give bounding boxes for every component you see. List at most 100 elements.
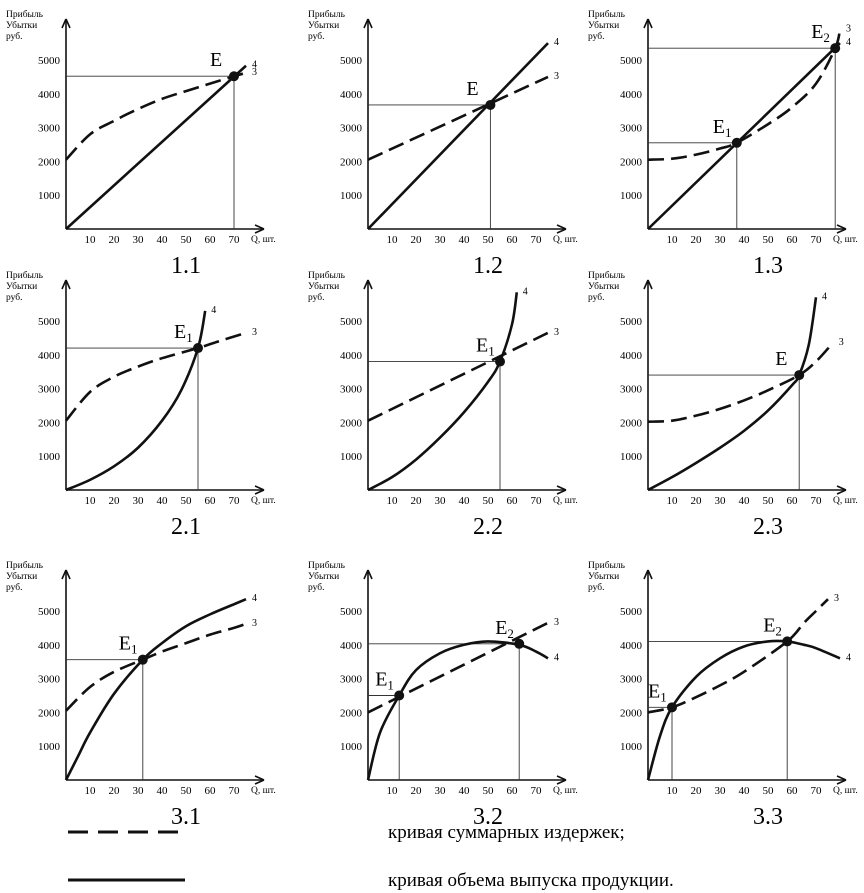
equilibrium-point	[193, 343, 203, 354]
y-axis-label: Убытки	[308, 20, 339, 31]
y-axis-label: руб.	[308, 31, 324, 42]
x-tick-label: 40	[459, 495, 471, 507]
curve-label: 4	[252, 60, 257, 71]
x-tick-label: 50	[763, 785, 775, 797]
y-axis-label: руб.	[588, 292, 604, 303]
curve-label: 3	[554, 617, 559, 628]
y-tick-label: 4000	[340, 89, 363, 101]
equilibrium-label: E1	[648, 680, 667, 704]
y-axis-label: Убытки	[6, 20, 37, 31]
chart-number: 1.1	[171, 253, 201, 279]
x-axis-arrow	[556, 485, 567, 495]
equilibrium-label: E2	[763, 614, 782, 638]
y-axis-arrow	[61, 279, 71, 290]
equilibrium-point	[667, 702, 677, 713]
y-tick-label: 3000	[38, 123, 61, 135]
y-axis-label: руб.	[6, 292, 22, 303]
equilibrium-point	[394, 690, 405, 701]
x-tick-label: 50	[763, 234, 775, 246]
x-tick-label: 50	[763, 495, 775, 507]
y-tick-label: 2000	[340, 156, 363, 168]
equilibrium-point	[137, 654, 148, 665]
x-tick-label: 30	[715, 234, 727, 246]
y-tick-label: 2000	[38, 707, 61, 719]
total-cost-curve	[647, 342, 834, 424]
equilibrium-label: E	[466, 78, 478, 100]
y-axis-label: Прибыль	[588, 560, 626, 571]
x-tick-label: 70	[531, 234, 543, 246]
y-tick-label: 3000	[620, 123, 643, 135]
equilibrium-point	[794, 370, 805, 381]
x-tick-label: 60	[507, 234, 519, 246]
y-axis-label: Убытки	[308, 571, 339, 582]
total-cost-curve	[65, 622, 247, 712]
total-cost-curve	[647, 29, 842, 162]
y-tick-label: 2000	[620, 417, 643, 429]
x-tick-label: 20	[411, 495, 423, 507]
y-tick-label: 5000	[620, 606, 643, 618]
equilibrium-label: E	[210, 49, 222, 71]
equilibrium-point	[830, 43, 841, 54]
x-axis-arrow	[254, 224, 265, 234]
x-tick-label: 30	[133, 785, 145, 797]
output-curve	[65, 64, 247, 230]
x-tick-label: 60	[787, 234, 799, 246]
y-tick-label: 1000	[620, 190, 643, 202]
x-tick-label: 50	[483, 495, 495, 507]
x-tick-label: 70	[811, 785, 823, 797]
equilibrium-label: E1	[119, 633, 138, 657]
total-cost-curve	[367, 75, 549, 161]
total-cost-curve	[647, 598, 829, 714]
x-tick-label: 60	[507, 785, 519, 797]
curve-label: 3	[252, 327, 257, 338]
equilibrium-point	[782, 636, 793, 647]
y-tick-label: 1000	[38, 190, 61, 202]
x-tick-label: 60	[205, 785, 217, 797]
y-axis-label: руб.	[308, 292, 324, 303]
x-tick-label: 60	[205, 234, 217, 246]
x-axis-label: Q, шт.	[251, 786, 276, 796]
x-tick-label: 10	[387, 234, 399, 246]
x-tick-label: 10	[85, 785, 97, 797]
x-tick-label: 10	[667, 495, 679, 507]
x-tick-label: 20	[691, 785, 703, 797]
y-axis-label: Прибыль	[6, 270, 44, 281]
y-tick-label: 3000	[340, 123, 363, 135]
x-axis-arrow	[556, 224, 567, 234]
curve-label: 4	[554, 652, 559, 663]
output-curve	[366, 640, 549, 781]
y-tick-label: 5000	[340, 316, 363, 328]
y-axis-label: Убытки	[588, 281, 619, 292]
output-curve	[367, 42, 549, 230]
total-cost-curve	[367, 621, 549, 714]
y-tick-label: 5000	[620, 55, 643, 67]
y-axis-label: руб.	[6, 31, 22, 42]
y-tick-label: 3000	[38, 674, 61, 686]
x-axis-arrow	[556, 775, 567, 785]
curve-label: 4	[822, 291, 827, 302]
equilibrium-point	[495, 356, 505, 367]
x-tick-label: 70	[811, 495, 823, 507]
x-tick-label: 60	[205, 495, 217, 507]
y-tick-label: 1000	[340, 190, 363, 202]
legend-dashed-text: кривая суммарных издержек;	[388, 822, 625, 843]
x-tick-label: 70	[229, 495, 241, 507]
y-tick-label: 4000	[38, 640, 61, 652]
y-axis-label: руб.	[588, 582, 604, 593]
chart-number: 2.1	[171, 514, 201, 540]
y-axis-label: Убытки	[588, 571, 619, 582]
x-axis-label: Q, шт.	[251, 235, 276, 245]
curve-label: 3	[846, 24, 851, 35]
x-axis-arrow	[836, 224, 847, 234]
x-axis-label: Q, шт.	[833, 496, 858, 506]
chart-number: 3.2	[473, 804, 503, 830]
x-tick-label: 10	[667, 234, 679, 246]
equilibrium-label: E1	[174, 321, 193, 345]
y-axis-label: Прибыль	[308, 9, 346, 20]
curve-label: 4	[846, 652, 851, 663]
curve-label: 3	[252, 618, 257, 629]
